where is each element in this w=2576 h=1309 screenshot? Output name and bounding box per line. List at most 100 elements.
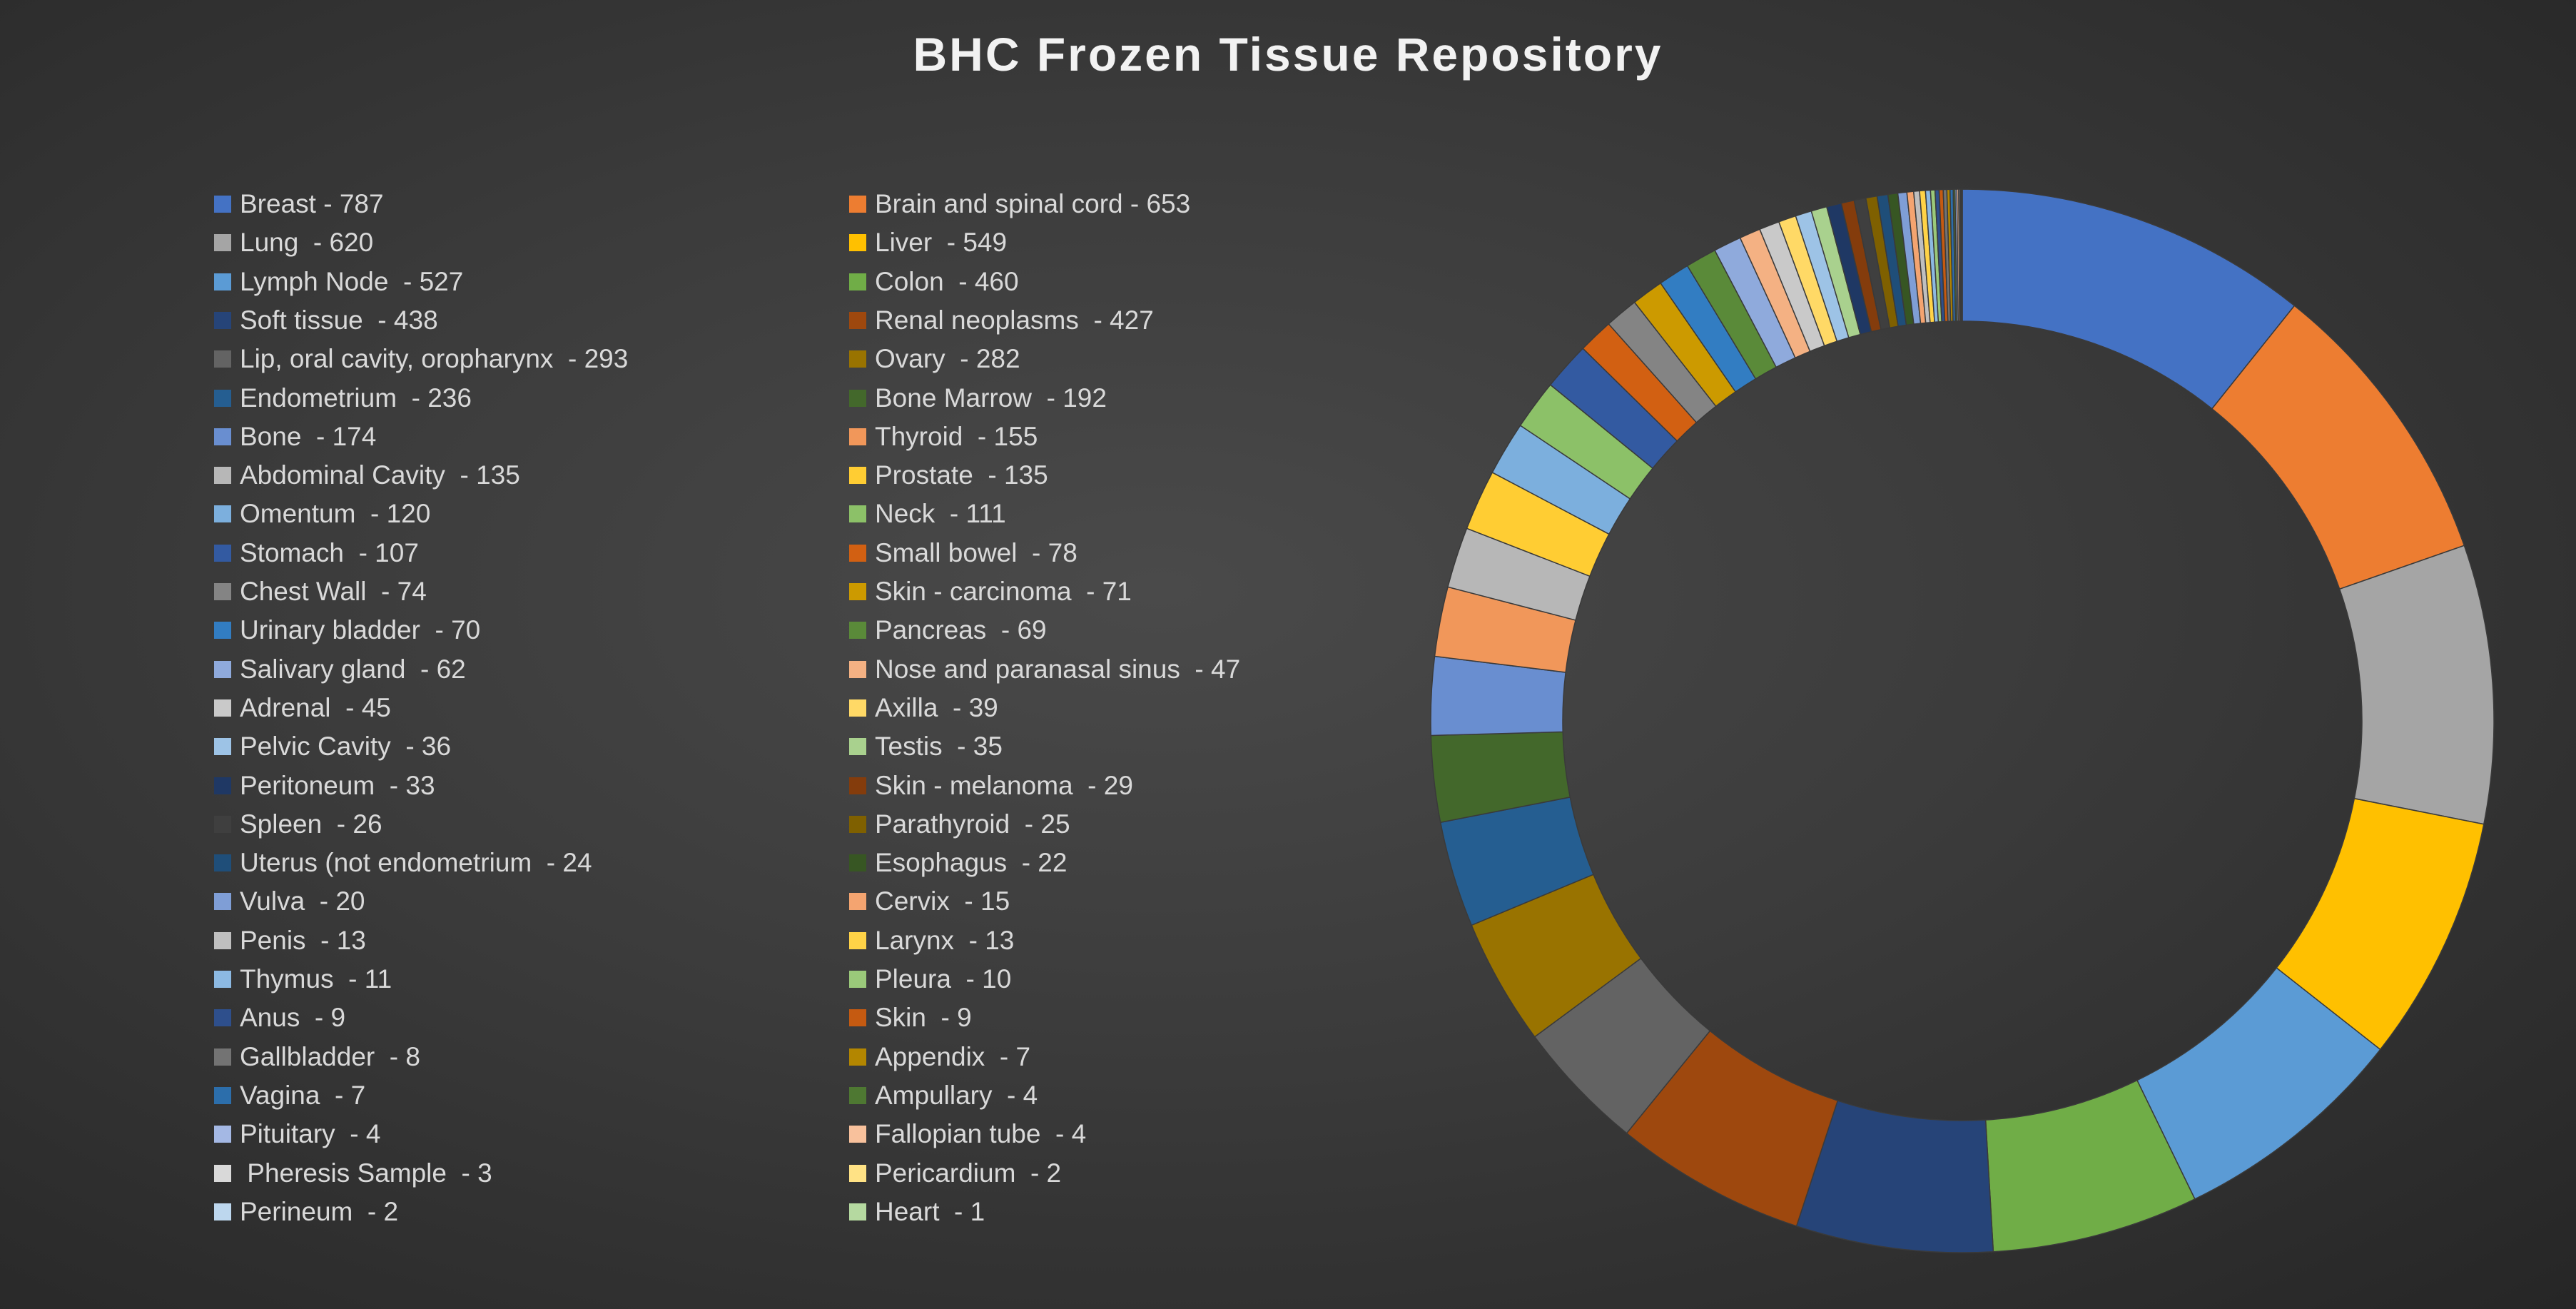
legend-label: Pancreas - 69: [875, 615, 1047, 645]
legend-swatch: [849, 234, 866, 252]
legend-item: Ovary - 282: [849, 340, 1020, 378]
legend-swatch: [214, 660, 231, 678]
legend-label: Ovary - 282: [875, 344, 1020, 374]
legend-label: Cervix - 15: [875, 886, 1010, 916]
legend-swatch: [849, 931, 866, 949]
legend-swatch: [849, 1086, 866, 1104]
legend-label: Endometrium - 236: [240, 383, 472, 413]
legend-swatch: [214, 1086, 231, 1104]
chart-title: BHC Frozen Tissue Repository: [913, 28, 1663, 81]
legend-swatch: [214, 1009, 231, 1027]
legend-swatch: [849, 660, 866, 678]
legend-swatch: [214, 699, 231, 717]
legend-swatch: [214, 777, 231, 794]
legend-item: Colon - 460: [849, 263, 1019, 301]
legend-item: Parathyroid - 25: [849, 805, 1070, 844]
donut-slice: [2338, 545, 2495, 825]
legend-item: Small bowel - 78: [849, 534, 1077, 572]
legend-swatch: [849, 622, 866, 640]
legend-label: Lip, oral cavity, oropharynx - 293: [240, 344, 629, 374]
legend-swatch: [849, 196, 866, 213]
legend-item: Cervix - 15: [849, 882, 1010, 921]
legend-label: Bone Marrow - 192: [875, 383, 1107, 413]
legend-label: Omentum - 120: [240, 499, 431, 529]
legend-swatch: [214, 544, 231, 562]
legend-item: Abdominal Cavity - 135: [214, 456, 520, 495]
legend-label: Vulva - 20: [240, 886, 365, 916]
legend-item: Thyroid - 155: [849, 418, 1038, 456]
legend-label: Ampullary - 4: [875, 1080, 1038, 1110]
legend-swatch: [849, 699, 866, 717]
legend-item: Anus - 9: [214, 999, 345, 1037]
legend-label: Parathyroid - 25: [875, 809, 1070, 839]
legend-item: Prostate - 135: [849, 456, 1048, 495]
legend-label: Perineum - 2: [240, 1196, 399, 1226]
legend-label: Axilla - 39: [875, 692, 998, 722]
legend-label: Renal neoplasms - 427: [875, 305, 1154, 335]
legend-item: Brain and spinal cord - 653: [849, 185, 1190, 223]
legend-item: Liver - 549: [849, 223, 1007, 262]
legend-item: Pancreas - 69: [849, 611, 1047, 650]
legend-label: Thyroid - 155: [875, 421, 1038, 451]
legend-item: Pituitary - 4: [214, 1115, 380, 1153]
legend-label: Skin - carcinoma - 71: [875, 577, 1132, 606]
legend-label: Stomach - 107: [240, 537, 419, 567]
legend-swatch: [849, 350, 866, 368]
legend-label: Lung - 620: [240, 228, 374, 258]
legend-item: Bone - 174: [214, 418, 376, 456]
legend-swatch: [214, 583, 231, 600]
legend-item: Pleura - 10: [849, 960, 1011, 999]
legend-item: Appendix - 7: [849, 1038, 1030, 1076]
legend-item: Urinary bladder - 70: [214, 611, 480, 650]
legend-swatch: [849, 1164, 866, 1182]
legend-swatch: [214, 505, 231, 523]
legend-swatch: [214, 738, 231, 756]
legend-item: Vagina - 7: [214, 1076, 365, 1115]
legend-label: Uterus (not endometrium - 24: [240, 848, 592, 878]
legend-label: Pituitary - 4: [240, 1119, 381, 1149]
legend-item: Skin - carcinoma - 71: [849, 572, 1132, 611]
legend-label: Fallopian tube - 4: [875, 1119, 1087, 1149]
legend-label: Salivary gland - 62: [240, 654, 466, 684]
legend-item: Penis - 13: [214, 921, 366, 960]
legend-item: Axilla - 39: [849, 689, 998, 727]
legend-swatch: [214, 1164, 231, 1182]
legend-swatch: [849, 738, 866, 756]
legend-label: Liver - 549: [875, 228, 1008, 258]
legend-swatch: [849, 273, 866, 290]
legend-swatch: [849, 777, 866, 794]
legend-label: Pericardium - 2: [875, 1158, 1062, 1188]
legend-swatch: [849, 505, 866, 523]
legend-swatch: [214, 1126, 231, 1143]
legend-label: Penis - 13: [240, 925, 366, 955]
legend-item: Chest Wall - 74: [214, 572, 427, 611]
legend-swatch: [849, 893, 866, 911]
legend-label: Testis - 35: [875, 732, 1003, 762]
legend-item: Lip, oral cavity, oropharynx - 293: [214, 340, 628, 378]
legend-label: Esophagus - 22: [875, 848, 1068, 878]
legend-swatch: [214, 971, 231, 988]
legend-swatch: [214, 1048, 231, 1066]
legend-swatch: [849, 428, 866, 445]
legend-label: Skin - melanoma - 29: [875, 770, 1133, 800]
legend-label: Pleura - 10: [875, 964, 1012, 994]
legend-swatch: [214, 311, 231, 329]
legend-swatch: [214, 389, 231, 407]
legend-item: Larynx - 13: [849, 921, 1014, 960]
legend-label: Neck - 111: [875, 499, 1006, 529]
legend-swatch: [849, 1203, 866, 1220]
legend-item: Salivary gland - 62: [214, 650, 466, 689]
legend-swatch: [849, 583, 866, 600]
legend-item: Thymus - 11: [214, 960, 392, 999]
legend-label: Vagina - 7: [240, 1080, 366, 1110]
legend-label: Brain and spinal cord - 653: [875, 189, 1191, 218]
legend-swatch: [214, 467, 231, 485]
legend-item: Nose and paranasal sinus - 47: [849, 650, 1240, 689]
legend-item: Lymph Node - 527: [214, 263, 463, 301]
legend-swatch: [849, 544, 866, 562]
legend-swatch: [849, 854, 866, 872]
legend-swatch: [849, 815, 866, 833]
legend-item: Soft tissue - 438: [214, 301, 438, 340]
chart-legend: Breast - 787 Brain and spinal cord - 653 L…: [214, 185, 1284, 1298]
legend-item: Vulva - 20: [214, 882, 365, 921]
